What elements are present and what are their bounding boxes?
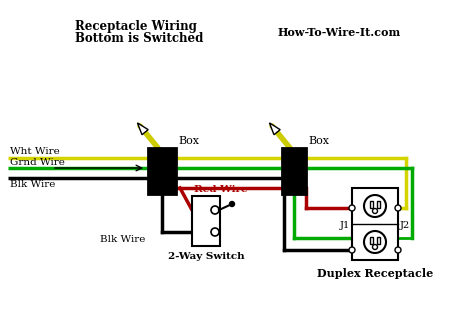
Text: Blk Wire: Blk Wire (10, 180, 55, 189)
Text: Receptacle Wiring: Receptacle Wiring (75, 20, 197, 33)
Text: J1: J1 (340, 221, 350, 231)
Circle shape (211, 228, 219, 236)
Bar (192, 196, 220, 246)
Text: How-To-Wire-It.com: How-To-Wire-It.com (278, 27, 401, 38)
Bar (377, 201, 380, 208)
Bar (377, 237, 380, 244)
Circle shape (395, 205, 401, 211)
Text: Grnd Wire: Grnd Wire (10, 158, 65, 167)
Circle shape (349, 247, 355, 253)
Circle shape (349, 205, 355, 211)
Text: Bottom is Switched: Bottom is Switched (75, 32, 203, 45)
Bar (282, 148, 306, 194)
Circle shape (395, 247, 401, 253)
Polygon shape (138, 123, 148, 135)
Text: J2: J2 (400, 221, 410, 231)
Polygon shape (270, 123, 280, 135)
Bar (370, 237, 373, 244)
Circle shape (364, 231, 386, 253)
Circle shape (372, 244, 377, 250)
Text: Box: Box (178, 136, 199, 146)
Text: Red Wire: Red Wire (194, 185, 247, 194)
Bar (148, 148, 176, 194)
Text: Wht Wire: Wht Wire (10, 147, 60, 156)
Circle shape (372, 209, 377, 214)
Bar (370, 201, 373, 208)
Bar (352, 188, 398, 260)
Circle shape (230, 201, 235, 207)
Text: Blk Wire: Blk Wire (100, 235, 145, 244)
Circle shape (364, 195, 386, 217)
Text: Box: Box (308, 136, 329, 146)
Text: 2-Way Switch: 2-Way Switch (168, 252, 244, 261)
Circle shape (211, 206, 219, 214)
Text: Duplex Receptacle: Duplex Receptacle (317, 268, 433, 279)
